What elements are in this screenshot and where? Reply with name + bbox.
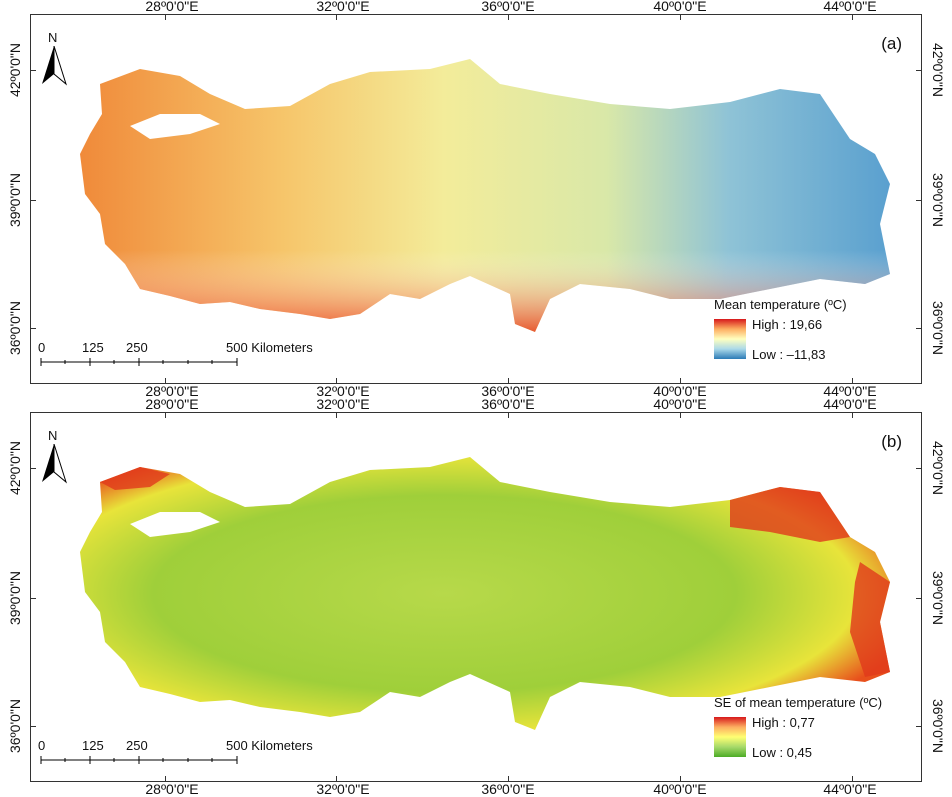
north-label: N — [48, 30, 58, 45]
graticule-tick — [30, 200, 36, 201]
scalebar: 0 125 250 500 Kilometers — [38, 340, 313, 370]
scale-label: 0 — [38, 340, 46, 355]
graticule-tick — [165, 776, 166, 782]
map-area-b — [80, 457, 890, 730]
graticule-tick — [916, 200, 922, 201]
map-area-a — [80, 59, 890, 332]
lon-label: 28º0'0"E — [145, 0, 199, 14]
lon-label: 40º0'0"E — [653, 781, 707, 797]
graticule-tick — [165, 14, 166, 20]
graticule-tick — [508, 14, 509, 20]
graticule-tick — [165, 412, 166, 418]
scale-label: 500 Kilometers — [226, 738, 313, 753]
lat-label: 42º0'0"N — [7, 441, 23, 496]
legend-color-ramp — [714, 319, 746, 359]
graticule-tick — [336, 776, 337, 782]
legend-low: Low : –11,83 — [752, 347, 826, 362]
graticule-tick — [852, 776, 853, 782]
lon-label: 44º0'0"E — [823, 383, 877, 399]
lon-label: 36º0'0"E — [481, 383, 535, 399]
lon-label: 36º0'0"E — [481, 0, 535, 14]
lat-label: 36º0'0"N — [7, 301, 23, 356]
lat-label: 42º0'0"N — [930, 42, 946, 97]
lon-label: 44º0'0"E — [823, 396, 877, 412]
map-panel-b: 28º0'0"E 32º0'0"E 36º0'0"E 40º0'0"E 44º0… — [0, 396, 952, 797]
lon-label: 28º0'0"E — [145, 383, 199, 399]
lat-label: 42º0'0"N — [930, 440, 946, 495]
graticule-tick — [508, 776, 509, 782]
lon-label: 36º0'0"E — [481, 396, 535, 412]
legend: SE of mean temperature (ºC) High : 0,77 … — [714, 695, 914, 775]
scale-label: 500 Kilometers — [226, 340, 313, 355]
lon-label: 32º0'0"E — [316, 0, 370, 14]
lon-label: 28º0'0"E — [145, 396, 199, 412]
scale-label: 250 — [126, 738, 148, 753]
scale-label: 125 — [82, 738, 104, 753]
legend-title: SE of mean temperature (ºC) — [714, 695, 883, 710]
graticule-tick — [30, 726, 36, 727]
legend-high: High : 0,77 — [752, 715, 815, 730]
lon-label: 40º0'0"E — [653, 0, 707, 14]
turkey-landmass — [80, 457, 890, 730]
graticule-tick — [30, 598, 36, 599]
graticule-tick — [336, 378, 337, 384]
lat-label: 36º0'0"N — [7, 699, 23, 754]
lon-label: 32º0'0"E — [316, 383, 370, 399]
graticule-tick — [852, 14, 853, 20]
lon-label: 28º0'0"E — [145, 781, 199, 797]
graticule-tick — [30, 468, 36, 469]
lat-label: 36º0'0"N — [930, 698, 946, 753]
scale-label: 0 — [38, 738, 46, 753]
graticule-tick — [852, 378, 853, 384]
graticule-tick — [336, 412, 337, 418]
lat-label: 39º0'0"N — [930, 570, 946, 625]
graticule-tick — [680, 378, 681, 384]
graticule-tick — [30, 70, 36, 71]
lon-label: 44º0'0"E — [823, 0, 877, 14]
scalebar-line — [40, 358, 238, 366]
graticule-tick — [508, 412, 509, 418]
scalebar: 0 125 250 500 Kilometers — [38, 738, 313, 768]
lon-label: 32º0'0"E — [316, 396, 370, 412]
graticule-tick — [508, 378, 509, 384]
scale-label: 125 — [82, 340, 104, 355]
legend: Mean temperature (ºC) High : 19,66 Low :… — [714, 297, 914, 377]
lon-label: 40º0'0"E — [653, 396, 707, 412]
graticule-tick — [680, 14, 681, 20]
graticule-tick — [30, 328, 36, 329]
marmara-sea — [130, 114, 220, 139]
lon-label: 32º0'0"E — [316, 781, 370, 797]
graticule-tick — [852, 412, 853, 418]
graticule-tick — [336, 14, 337, 20]
graticule-tick — [916, 468, 922, 469]
scalebar-line — [40, 756, 238, 764]
graticule-tick — [680, 412, 681, 418]
legend-color-ramp — [714, 717, 746, 757]
lon-label: 44º0'0"E — [823, 781, 877, 797]
graticule-tick — [916, 598, 922, 599]
lon-label: 40º0'0"E — [653, 383, 707, 399]
graticule-tick — [916, 726, 922, 727]
lat-label: 39º0'0"N — [930, 172, 946, 227]
lon-label: 36º0'0"E — [481, 781, 535, 797]
graticule-tick — [680, 776, 681, 782]
lat-label: 39º0'0"N — [7, 173, 23, 228]
graticule-tick — [916, 328, 922, 329]
legend-low: Low : 0,45 — [752, 745, 812, 760]
legend-title: Mean temperature (ºC) — [714, 297, 847, 312]
lat-label: 39º0'0"N — [7, 571, 23, 626]
north-arrow-icon — [42, 46, 67, 86]
legend-high: High : 19,66 — [752, 317, 823, 332]
marmara-sea — [130, 512, 220, 537]
graticule-tick — [165, 378, 166, 384]
north-label: N — [48, 428, 58, 443]
scale-label: 250 — [126, 340, 148, 355]
graticule-tick — [916, 70, 922, 71]
panel-label: (a) — [881, 34, 902, 53]
north-arrow-icon — [42, 444, 67, 484]
map-panel-a: 28º0'0"E 32º0'0"E 36º0'0"E 40º0'0"E 44º0… — [0, 0, 952, 399]
panel-label: (b) — [881, 432, 902, 451]
lat-label: 42º0'0"N — [7, 43, 23, 98]
lat-label: 36º0'0"N — [930, 300, 946, 355]
